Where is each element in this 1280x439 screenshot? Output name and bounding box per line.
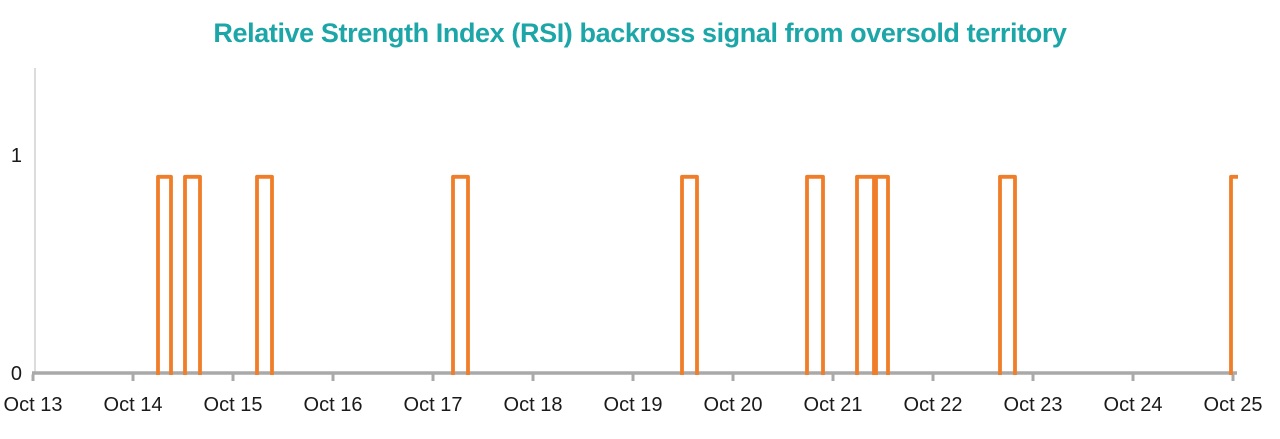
- signal-pulse: [680, 174, 699, 375]
- signal-pulse: [451, 174, 470, 375]
- x-tick-label: Oct 16: [304, 394, 363, 416]
- x-tick-label: Oct 14: [104, 394, 163, 416]
- signal-pulse: [183, 174, 202, 375]
- signal-pulse: [156, 174, 173, 375]
- x-tick-label: Oct 18: [504, 394, 563, 416]
- x-tick-label: Oct 25: [1204, 394, 1263, 416]
- x-tick-label: Oct 13: [4, 394, 63, 416]
- x-tick-label: Oct 21: [804, 394, 863, 416]
- x-tick-label: Oct 19: [604, 394, 663, 416]
- x-tick-label: Oct 15: [204, 394, 263, 416]
- signal-pulse: [855, 174, 876, 375]
- x-tick-label: Oct 22: [904, 394, 963, 416]
- x-tick-label: Oct 24: [1104, 394, 1163, 416]
- signal-pulse: [255, 174, 274, 375]
- y-tick-label: 0: [11, 363, 22, 385]
- signal-pulse: [874, 174, 890, 375]
- signal-pulse: [998, 174, 1017, 375]
- signal-pulse: [1229, 174, 1238, 375]
- signal-pulse: [805, 174, 825, 375]
- x-tick-label: Oct 23: [1004, 394, 1063, 416]
- x-tick-label: Oct 17: [404, 394, 463, 416]
- chart-title: Relative Strength Index (RSI) backross s…: [213, 18, 1067, 48]
- y-tick-label: 1: [11, 145, 22, 167]
- x-tick-label: Oct 20: [704, 394, 763, 416]
